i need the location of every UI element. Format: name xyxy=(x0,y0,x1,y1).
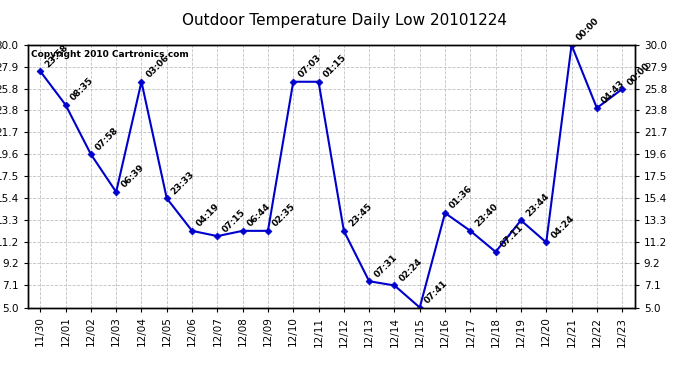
Text: 23:33: 23:33 xyxy=(170,170,197,196)
Text: 00:00: 00:00 xyxy=(625,61,651,87)
Text: 01:36: 01:36 xyxy=(448,184,475,211)
Text: 04:43: 04:43 xyxy=(600,79,627,106)
Text: 07:03: 07:03 xyxy=(296,53,323,80)
Text: 01:15: 01:15 xyxy=(322,53,348,80)
Text: 06:44: 06:44 xyxy=(246,202,273,229)
Text: 04:24: 04:24 xyxy=(549,214,576,240)
Text: 02:35: 02:35 xyxy=(271,202,297,229)
Text: 23:45: 23:45 xyxy=(347,202,373,229)
Text: 04:19: 04:19 xyxy=(195,202,221,229)
Text: 08:35: 08:35 xyxy=(68,76,95,103)
Text: 23:44: 23:44 xyxy=(524,192,551,218)
Text: 02:24: 02:24 xyxy=(397,257,424,284)
Text: Copyright 2010 Cartronics.com: Copyright 2010 Cartronics.com xyxy=(30,50,188,59)
Text: 07:11: 07:11 xyxy=(499,223,525,250)
Text: 07:58: 07:58 xyxy=(94,126,121,152)
Text: 07:15: 07:15 xyxy=(220,207,247,234)
Text: 03:06: 03:06 xyxy=(144,53,171,80)
Text: 00:00: 00:00 xyxy=(575,16,601,43)
Text: 23:58: 23:58 xyxy=(43,42,70,69)
Text: 07:41: 07:41 xyxy=(423,279,449,305)
Text: 07:31: 07:31 xyxy=(372,252,399,279)
Text: Outdoor Temperature Daily Low 20101224: Outdoor Temperature Daily Low 20101224 xyxy=(182,13,508,28)
Text: 23:40: 23:40 xyxy=(473,202,500,229)
Text: 06:39: 06:39 xyxy=(119,163,146,190)
